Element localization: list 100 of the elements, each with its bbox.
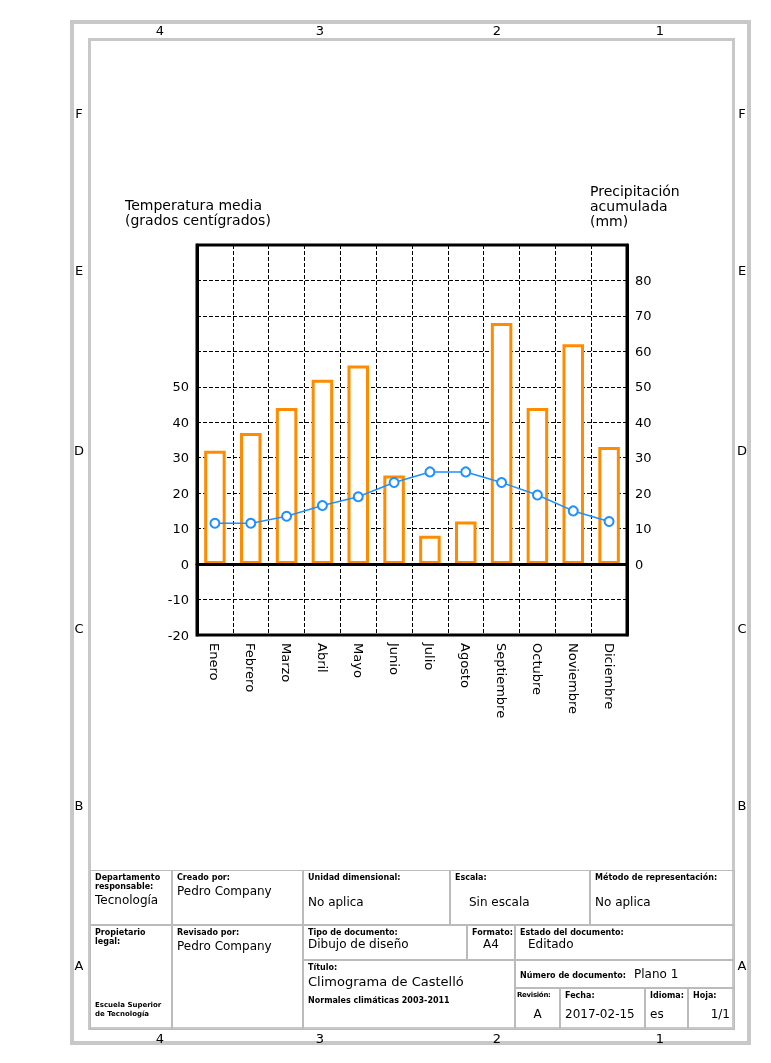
text: Normales climáticas 2003-2011 (308, 996, 451, 1005)
x-tick-label: Enero (207, 643, 223, 681)
text: C (736, 620, 748, 636)
bar (419, 535, 441, 565)
bar (204, 450, 226, 565)
text: F (75, 105, 83, 121)
text: 3 (314, 22, 326, 38)
bar (490, 323, 513, 565)
text: 3 (315, 1030, 325, 1046)
text: Formato: (472, 928, 513, 937)
point (388, 477, 400, 489)
text: Creado por: (177, 873, 231, 882)
text: 4 (154, 22, 166, 38)
bar (347, 365, 369, 565)
y-tick-label: 50 (172, 379, 189, 395)
y-tick-label: 10 (172, 521, 189, 537)
text: Editado (527, 937, 575, 951)
text: Pedro Company (177, 884, 273, 898)
point (352, 491, 364, 503)
x-tick-label: Diciembre (601, 643, 617, 710)
text: Dibujo de diseño (308, 937, 410, 951)
y2-tick-label: 30 (635, 450, 652, 466)
y2-tick-label: 80 (635, 272, 652, 288)
x-tick-label: Septiembre (494, 643, 510, 719)
text: E (736, 262, 748, 278)
x-tick-label: Noviembre (565, 643, 581, 714)
text: Tipo de documento: (308, 928, 399, 937)
x-tick-label: Junio (386, 642, 402, 675)
y2-tick-label: 40 (635, 414, 652, 430)
point (424, 466, 436, 478)
text: B (736, 797, 748, 813)
text: Fecha: (565, 991, 596, 1000)
text: 1 (654, 22, 666, 38)
text: D (736, 442, 748, 458)
x-tick-label: Octubre (529, 643, 545, 696)
y2-tick-label: 50 (635, 379, 652, 395)
point (316, 500, 328, 512)
point (567, 505, 579, 517)
text: F (737, 105, 747, 121)
bar (562, 344, 584, 565)
bar (383, 475, 405, 565)
text: A (533, 1007, 542, 1021)
y-tick-label: 0 (180, 556, 189, 572)
point (531, 489, 543, 501)
text: 1 (655, 1030, 665, 1046)
x-tick-label: Julio (422, 642, 438, 671)
text: Hoja: (693, 991, 718, 1000)
text: Unidad dimensional: (308, 873, 402, 882)
point (245, 517, 257, 529)
text: Departamento responsable: (95, 873, 162, 891)
bar (455, 521, 477, 565)
y2-tick-label: 0 (635, 556, 644, 572)
text: Número de documento: (520, 971, 626, 980)
text: Título: (308, 963, 339, 972)
x-tick-label: Marzo (279, 643, 295, 683)
text: Escala: (455, 873, 488, 882)
bar (526, 408, 549, 565)
text: 2017-02-15 (565, 1007, 636, 1021)
point (603, 516, 615, 528)
point (460, 466, 472, 478)
y2-axis-title: Precipitación acumulada (mm) (590, 182, 685, 229)
text: es (650, 1007, 665, 1021)
text: A (73, 957, 85, 973)
text: Pedro Company (177, 939, 273, 953)
text: 4 (155, 1030, 165, 1046)
y-tick-label: 20 (172, 485, 189, 501)
bar (240, 432, 262, 565)
x-tick-label: Abril (314, 643, 330, 673)
text: No aplica (595, 895, 652, 909)
text: 1/1 (709, 1007, 730, 1021)
point (209, 517, 221, 529)
y-tick-label: 40 (172, 414, 189, 430)
bar (598, 447, 620, 565)
text: Idioma: (650, 991, 684, 1000)
y-tick-label: -20 (167, 627, 189, 643)
text: C (74, 620, 84, 636)
y2-tick-label: 20 (635, 485, 652, 501)
text: B (74, 797, 84, 813)
text: Tecnología (95, 893, 160, 907)
text: Plano 1 (633, 967, 679, 981)
point (496, 477, 508, 489)
text: D (73, 442, 84, 458)
y2-tick-label: 70 (635, 308, 652, 324)
y-tick-label: -10 (167, 592, 189, 608)
y-tick-label: 30 (172, 450, 189, 466)
y2-tick-label: 60 (635, 343, 652, 359)
bar (311, 379, 334, 565)
text: Estado del documento: (520, 928, 625, 937)
text: Climograma de Castelló (308, 974, 465, 989)
y2-tick-label: 10 (635, 521, 652, 537)
text: 2 (492, 1030, 502, 1046)
bar (275, 408, 298, 565)
text: Propietario legal: (95, 928, 147, 946)
x-tick-label: Agosto (458, 643, 474, 688)
text: A4 (482, 937, 500, 951)
text: A (736, 957, 748, 973)
text: Sin escala (468, 895, 531, 909)
text: Revisado por: (177, 928, 241, 937)
x-tick-label: Febrero (243, 643, 259, 693)
point (281, 510, 293, 522)
